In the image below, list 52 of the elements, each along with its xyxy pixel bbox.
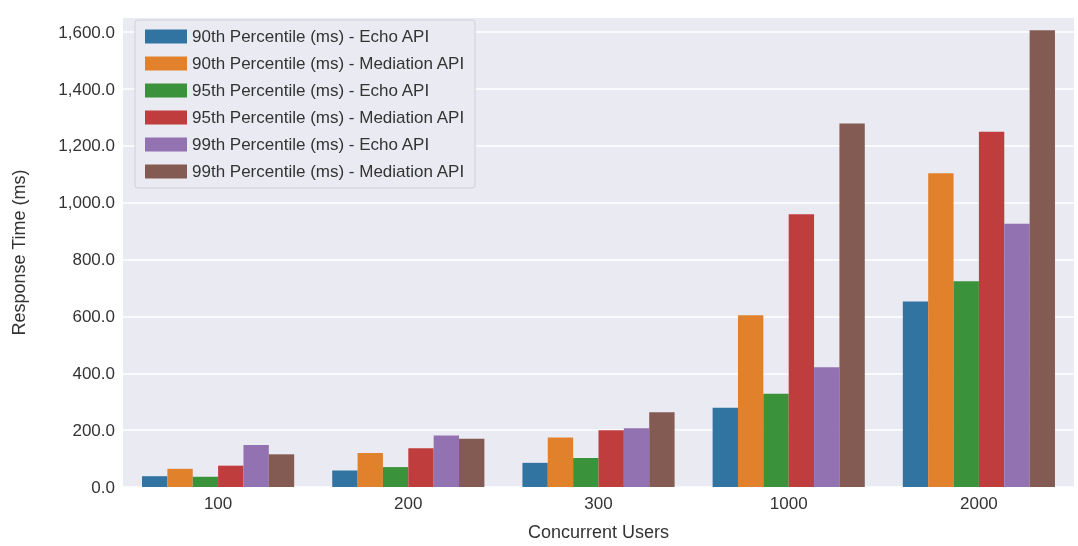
bar bbox=[1029, 30, 1055, 487]
bar bbox=[408, 448, 434, 487]
bar bbox=[357, 452, 383, 487]
bar bbox=[1004, 223, 1030, 487]
legend-label: 90th Percentile (ms) - Mediation API bbox=[192, 54, 465, 73]
y-tick-label: 800.0 bbox=[72, 250, 115, 270]
x-tick-label: 100 bbox=[203, 494, 233, 513]
x-tick-label: 300 bbox=[584, 494, 613, 513]
y-tick-label: 1,400.0 bbox=[58, 79, 115, 99]
legend-label: 99th Percentile (ms) - Mediation API bbox=[192, 162, 465, 181]
y-tick-label: 1,000.0 bbox=[58, 193, 115, 213]
legend-label: 99th Percentile (ms) - Echo API bbox=[192, 135, 430, 154]
y-tick-label: 600.0 bbox=[72, 306, 115, 326]
bar bbox=[268, 454, 295, 487]
bar bbox=[547, 437, 574, 487]
y-tick-label: 1,200.0 bbox=[58, 136, 115, 156]
bar bbox=[167, 468, 193, 487]
bar bbox=[433, 435, 460, 487]
y-tick-label: 400.0 bbox=[72, 363, 115, 383]
legend-label: 90th Percentile (ms) - Echo API bbox=[192, 27, 430, 46]
bar bbox=[978, 131, 1005, 487]
bar bbox=[788, 214, 815, 487]
bar bbox=[953, 281, 979, 487]
bar bbox=[814, 367, 840, 487]
bar bbox=[522, 462, 548, 487]
bar bbox=[243, 444, 269, 487]
legend-label: 95th Percentile (ms) - Mediation API bbox=[192, 108, 465, 127]
bar bbox=[737, 315, 764, 487]
bar bbox=[218, 465, 244, 487]
y-tick-label: 0.0 bbox=[91, 477, 115, 497]
bar bbox=[598, 430, 624, 487]
bar bbox=[382, 467, 409, 487]
bar bbox=[623, 428, 650, 487]
bar bbox=[928, 173, 954, 487]
bar bbox=[573, 458, 599, 487]
legend-label: 95th Percentile (ms) - Echo API bbox=[192, 81, 430, 100]
x-tick-label: 1000 bbox=[769, 494, 808, 513]
x-tick-label: 200 bbox=[394, 494, 423, 513]
bar bbox=[332, 470, 358, 487]
bar bbox=[712, 407, 738, 487]
x-tick-label: 2000 bbox=[959, 494, 998, 513]
bar bbox=[839, 123, 865, 487]
bar bbox=[142, 476, 168, 487]
bar bbox=[459, 438, 485, 487]
bar bbox=[763, 393, 789, 487]
y-tick-label: 200.0 bbox=[72, 420, 115, 440]
bar bbox=[902, 301, 929, 487]
y-axis-title: Response Time (ms) bbox=[9, 169, 29, 336]
x-axis-title: Concurrent Users bbox=[527, 522, 670, 542]
bar bbox=[649, 412, 675, 487]
y-tick-label: 1,600.0 bbox=[58, 22, 115, 42]
bar bbox=[192, 476, 219, 487]
